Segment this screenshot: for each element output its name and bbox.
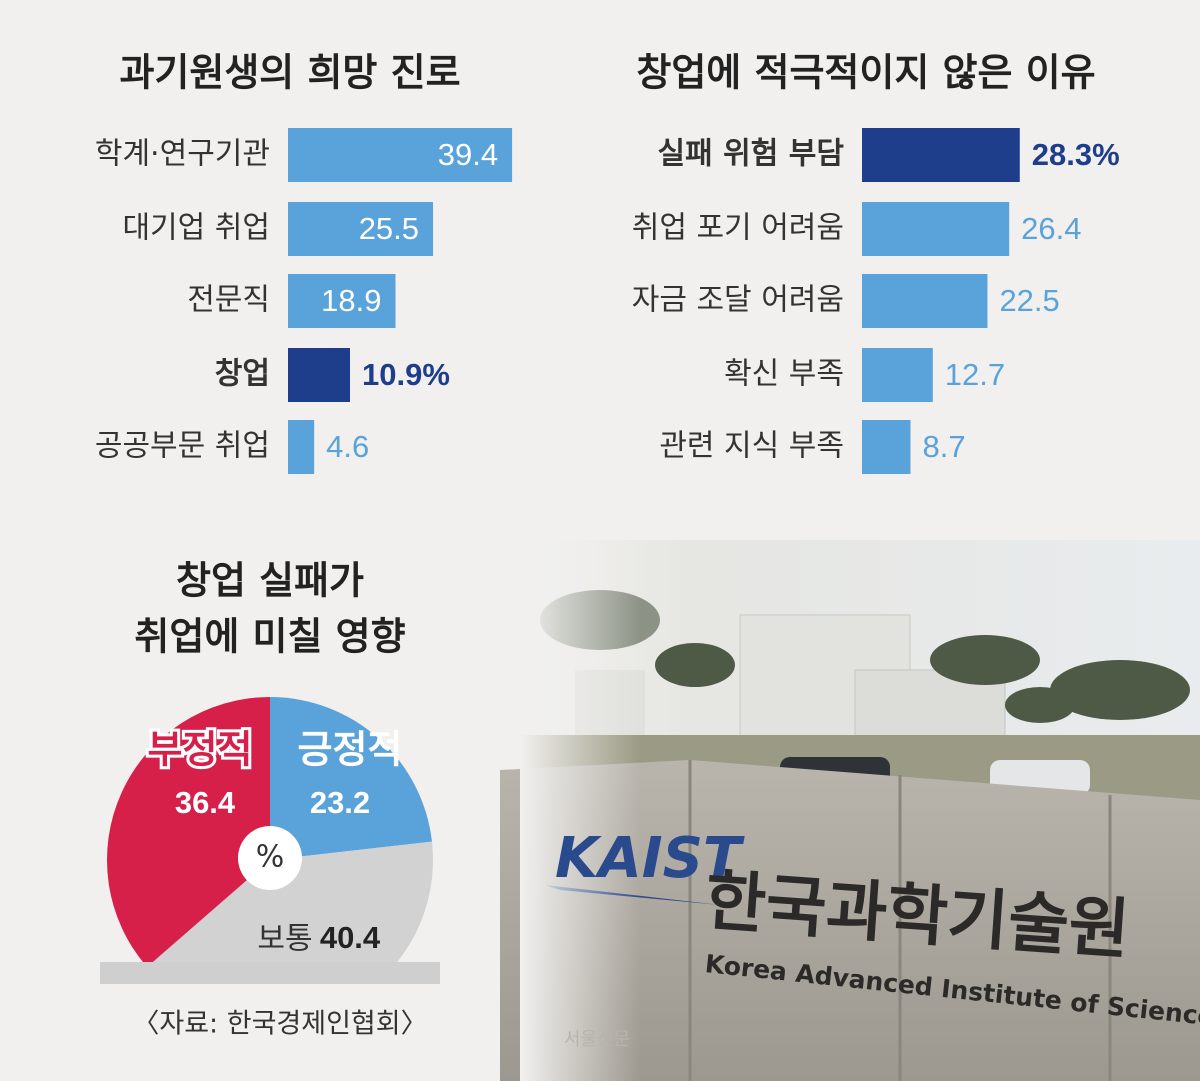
category-label: 관련 지식 부족	[659, 429, 844, 464]
pie	[107, 697, 433, 964]
chart-title: 과기원생의 희망 진로	[119, 51, 460, 95]
category-label: 확신 부족	[724, 357, 844, 392]
category-label: 자금 조달 어려움	[632, 283, 844, 318]
slice-value: 40.4	[320, 920, 381, 955]
value-label: 26.4	[1021, 211, 1081, 246]
floor	[100, 962, 440, 984]
bar	[862, 274, 988, 328]
photo: KAIST 한국과학기술원 Korea Advanced Institute o…	[500, 540, 1200, 1081]
source: 〈자료: 한국경제인협회〉	[132, 1009, 427, 1040]
slice-label: 긍정적	[298, 728, 403, 772]
category-label: 전문직	[187, 283, 270, 318]
category-label: 창업	[215, 357, 270, 392]
bar	[288, 274, 396, 328]
category-label: 취업 포기 어려움	[632, 211, 844, 246]
bar	[862, 202, 1010, 256]
bar	[288, 202, 434, 256]
chart-title: 취업에 미칠 영향	[134, 615, 405, 659]
pie-slice	[270, 697, 432, 860]
value-label: 8.7	[923, 429, 966, 464]
sign-logo: KAIST	[555, 826, 745, 891]
slice-label: 부정적	[148, 728, 253, 772]
value-label: 22.5	[999, 283, 1059, 318]
bar	[862, 348, 933, 402]
value-label: 10.9%	[362, 357, 450, 392]
value-label: 4.6	[326, 429, 369, 464]
chart-title: 창업에 적극적이지 않은 이유	[636, 51, 1095, 95]
value-label: 39.4	[438, 137, 498, 172]
category-label: 학계·연구기관	[95, 137, 270, 172]
value-label: 12.7	[945, 357, 1005, 392]
bar	[288, 128, 513, 182]
pie-slice	[150, 841, 433, 964]
value-label: 18.9	[321, 283, 381, 318]
bar	[288, 348, 350, 402]
pie-center	[238, 826, 302, 890]
value-label: 25.5	[359, 211, 419, 246]
bar	[862, 420, 911, 474]
category-label: 대기업 취업	[122, 211, 270, 246]
slice-label: 보통	[257, 922, 312, 957]
chart-title: 창업 실패가	[176, 559, 364, 603]
value-label: 28.3%	[1032, 137, 1120, 172]
bar	[862, 128, 1020, 182]
unit-label: %	[256, 840, 285, 875]
pie-slice	[107, 697, 270, 964]
category-label: 실패 위험 부담	[658, 137, 845, 172]
slice-value: 36.4	[175, 785, 236, 820]
slice-value: 23.2	[310, 785, 370, 820]
bar	[288, 420, 315, 474]
watermark: 서울신문	[564, 1029, 630, 1050]
category-label: 공공부문 취업	[95, 429, 270, 464]
